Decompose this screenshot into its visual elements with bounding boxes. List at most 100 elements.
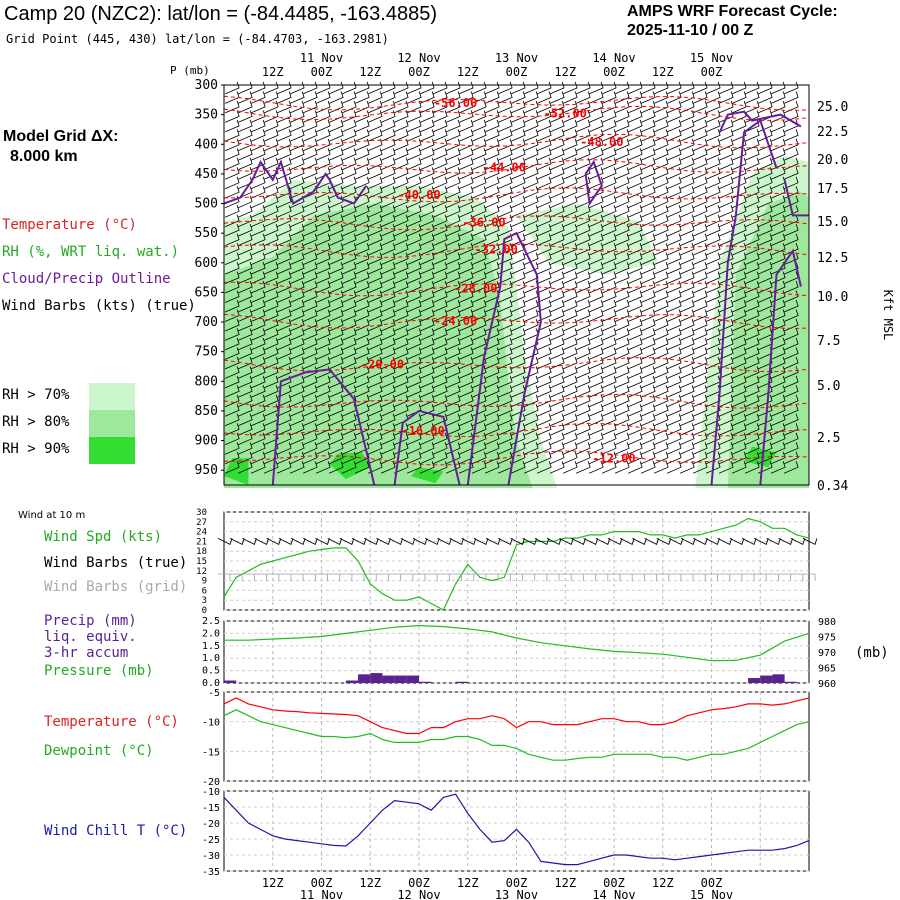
wind-barb: [367, 309, 383, 322]
wind-barb: [471, 261, 487, 275]
wind-barb: [224, 299, 240, 313]
height-tick-label: 15.0: [817, 215, 848, 230]
wind-barb: [380, 385, 396, 398]
wind-barb: [718, 129, 734, 142]
wind-barb: [289, 100, 305, 114]
wind-barb: [653, 252, 669, 265]
wind-barb: [406, 318, 422, 332]
wind-barb: [783, 442, 799, 455]
wind-barb: [224, 318, 240, 332]
precip-bar: [358, 674, 371, 683]
wind-barb: [445, 423, 461, 436]
wind-barb: [406, 385, 422, 398]
wind-barb: [341, 148, 357, 161]
wind-barb: [419, 461, 435, 474]
wind-barb: [302, 242, 318, 256]
height-tick-label: 2.5: [817, 431, 840, 446]
wind-barb: [458, 347, 474, 360]
wind-barb: [536, 148, 552, 161]
wind-barb: [406, 451, 422, 465]
wind-barb: [627, 337, 643, 351]
wind-barb: [458, 309, 474, 322]
wind-barb: [315, 261, 331, 275]
wind-barb: [276, 451, 292, 465]
wind-barb: [237, 223, 253, 237]
true-wind-barb: [595, 537, 611, 546]
wind-barb: [575, 328, 591, 341]
wind-barb: [458, 328, 474, 341]
wind-barb: [432, 366, 448, 379]
precip-label-3: 3-hr accum: [44, 645, 129, 661]
wind-barb: [263, 290, 279, 303]
wind-barb: [315, 271, 331, 284]
wind-barb: [783, 252, 799, 265]
wind-barb: [601, 81, 617, 95]
cloud-outline: [584, 159, 603, 207]
wind-barb: [328, 205, 344, 218]
wind-barb: [562, 280, 578, 294]
wind-barb: [471, 223, 487, 237]
wind-barb: [692, 205, 708, 218]
wind-barb: [588, 451, 604, 465]
wind-barb: [432, 119, 448, 133]
wind-barb: [614, 233, 630, 246]
top-time-label: 12Z: [359, 65, 381, 79]
wind-barb: [614, 110, 630, 123]
wind-barb: [614, 385, 630, 398]
wind-barb: [653, 242, 669, 256]
wind-barb: [263, 394, 279, 408]
wind-barb: [523, 214, 539, 228]
true-wind-barb: [766, 537, 781, 546]
wind-barb: [757, 271, 773, 284]
wind-barb: [744, 91, 760, 104]
wind-barb: [744, 110, 760, 123]
wind-barb: [705, 129, 721, 142]
wind-barb: [380, 195, 396, 209]
wind-barb: [666, 413, 682, 427]
wind-barb: [627, 252, 643, 265]
wind-barb: [341, 347, 357, 360]
wind-barb: [458, 100, 474, 114]
precip-y-tick: 2.5: [202, 616, 220, 627]
wind-barb: [536, 119, 552, 133]
wind-barb: [731, 394, 747, 408]
wind-barb: [484, 309, 500, 322]
wind-barb: [354, 167, 370, 180]
wind-barb: [276, 385, 292, 398]
wind-barb: [705, 318, 721, 332]
top-time-label: 00Z: [701, 65, 723, 79]
wind-barb: [640, 404, 656, 417]
grid-wind-barb: [461, 573, 475, 582]
top-time-label: 12Z: [262, 65, 284, 79]
pressure-tick-label: 600: [195, 256, 218, 271]
wind-barb: [419, 223, 435, 237]
wind-barb: [757, 385, 773, 398]
wind-barb: [510, 100, 526, 114]
wind-barb: [458, 129, 474, 142]
wind-barb: [289, 119, 305, 133]
wind-barb: [523, 318, 539, 332]
bottom-time-label: 12Z: [554, 876, 576, 890]
wind-barb: [653, 347, 669, 360]
wind-barb: [536, 252, 552, 265]
wind-barb: [458, 81, 474, 95]
wind-barb: [653, 176, 669, 190]
wind-barb: [653, 394, 669, 408]
wind-barb: [276, 119, 292, 133]
wind-barb: [705, 423, 721, 436]
wind-barb: [432, 271, 448, 284]
wind-barb: [315, 167, 331, 180]
wind-barb: [770, 242, 786, 256]
wind-barb: [250, 461, 266, 474]
windchill-y-tick: -30: [202, 851, 220, 862]
temperature-line: [223, 697, 810, 735]
wind-barb: [627, 157, 643, 171]
wind-barb: [601, 318, 617, 332]
wind-barb: [380, 81, 396, 95]
wind-barb: [289, 223, 305, 237]
wind-barb: [601, 280, 617, 294]
wind-barb: [237, 423, 253, 436]
wind-barb: [419, 318, 435, 332]
wind-barb: [471, 299, 487, 313]
wind-barb: [523, 356, 539, 370]
